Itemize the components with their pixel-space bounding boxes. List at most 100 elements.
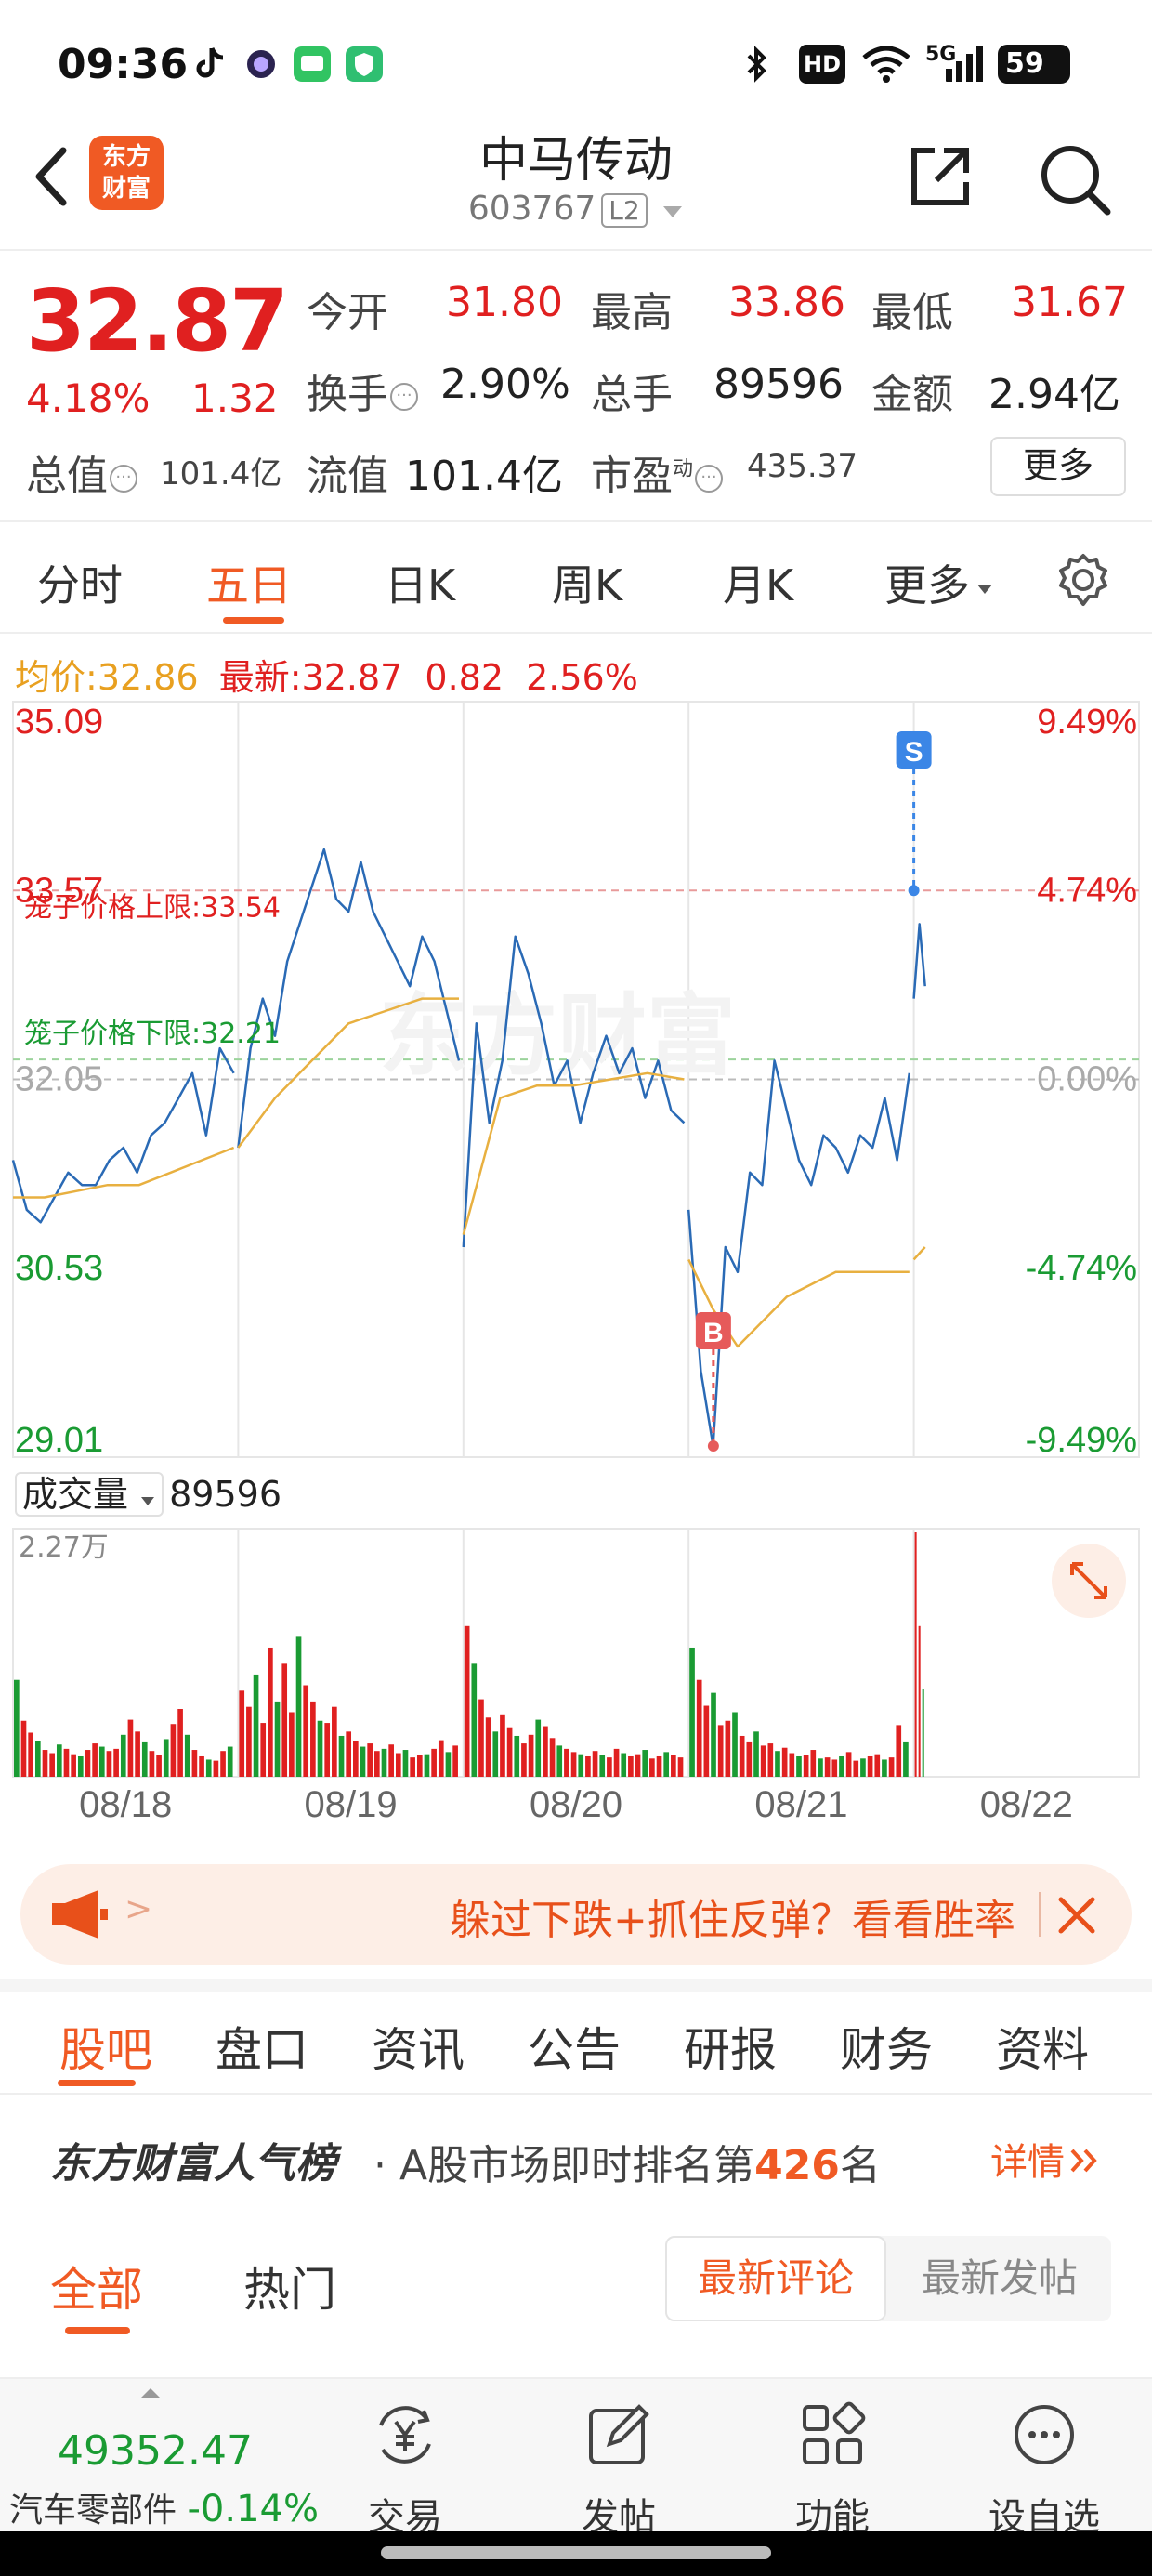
- watermark: 东方财富: [379, 984, 736, 1088]
- amount-label: 金额: [871, 371, 953, 418]
- grid-icon: [803, 2401, 866, 2464]
- dropdown-triangle-icon: [141, 1497, 155, 1505]
- volume-bar: [71, 1754, 76, 1777]
- divider: [0, 520, 1152, 522]
- volume-bar: [310, 1701, 316, 1777]
- y-left-tick-label: 33.57: [15, 871, 103, 910]
- tab-profile[interactable]: 资料: [996, 2023, 1089, 2077]
- tab-all[interactable]: 全部: [50, 2263, 143, 2317]
- volume-bar: [227, 1746, 233, 1777]
- promo-banner[interactable]: > 躲过下跌+抓住反弹？看看胜率: [20, 1864, 1132, 1965]
- more-quote-button[interactable]: 更多: [990, 437, 1126, 496]
- price-line: [687, 1059, 911, 1448]
- expand-icon[interactable]: [1052, 1544, 1126, 1618]
- volume-bar: [642, 1750, 648, 1777]
- tab-guba[interactable]: 股吧: [59, 2023, 152, 2077]
- functions-button[interactable]: 功能: [758, 2379, 907, 2539]
- search-icon[interactable]: [1035, 139, 1115, 219]
- volume-bar: [127, 1719, 134, 1777]
- megaphone-icon: [52, 1890, 108, 1939]
- volume-bar: [199, 1755, 204, 1777]
- y-right-tick-label: 4.74%: [1037, 871, 1137, 910]
- buy-marker-label: B: [703, 1318, 724, 1348]
- volume-bar: [845, 1752, 852, 1777]
- buy-marker-dot: [707, 1439, 719, 1452]
- info-icon[interactable]: ···: [695, 465, 724, 493]
- status-bar: 09:36 HD 5G 59: [0, 0, 1152, 121]
- tab-intraday[interactable]: 分时: [37, 560, 123, 611]
- volume-bar: [528, 1734, 534, 1777]
- volume-bar: [49, 1753, 55, 1777]
- high-value: 33.86: [728, 279, 845, 326]
- tab-more[interactable]: 更多: [884, 552, 994, 613]
- volume-bar: [317, 1720, 323, 1777]
- volume-bar: [896, 1725, 902, 1777]
- volume-bar: [677, 1757, 684, 1777]
- tab-weekly-k[interactable]: 周K: [552, 560, 623, 611]
- five-day-chart[interactable]: 东方财富 35.09 33.57 32.05 30.53 29.01 9.49% 4.74% 0…: [0, 692, 1152, 1826]
- volume-bar: [888, 1757, 895, 1777]
- volume-bar: [663, 1752, 670, 1777]
- rank-description: · A股市场即时排名第426名: [373, 2142, 881, 2189]
- avg-latest-row: 均价:32.86 最新:32.87 0.82 2.56%: [15, 649, 638, 700]
- post-button[interactable]: 发帖: [544, 2379, 693, 2539]
- tab-five-day[interactable]: 五日: [206, 560, 292, 611]
- sell-marker-dot: [908, 885, 920, 897]
- sector-change: -0.14%: [187, 2488, 319, 2530]
- volume-bar: [170, 1724, 177, 1777]
- hd-badge: HD: [799, 45, 845, 84]
- volume-bar: [506, 1727, 513, 1777]
- share-icon[interactable]: [903, 139, 977, 214]
- sort-latest-post[interactable]: 最新发帖: [921, 2255, 1078, 2301]
- back-chevron-icon[interactable]: [22, 139, 78, 214]
- volume-bar: [671, 1755, 676, 1777]
- turnover-label: 换手 ···: [307, 361, 418, 420]
- sell-marker-label: S: [905, 737, 923, 768]
- add-watchlist-button[interactable]: 设自选: [970, 2379, 1119, 2539]
- sort-latest-comment[interactable]: 最新评论: [665, 2236, 886, 2321]
- price-line: [11, 1046, 235, 1224]
- price-line: [912, 923, 926, 999]
- trade-button[interactable]: 交易: [331, 2379, 479, 2539]
- tab-finance[interactable]: 财务: [840, 2023, 933, 2077]
- volume-bar: [621, 1753, 627, 1777]
- y-right-tick-label: -4.74%: [1026, 1249, 1137, 1288]
- gear-icon[interactable]: [1054, 550, 1113, 610]
- open-label: 今开: [307, 289, 388, 336]
- info-icon[interactable]: ···: [110, 465, 137, 493]
- tab-daily-k[interactable]: 日K: [385, 560, 456, 611]
- eastmoney-logo[interactable]: 东方 财富: [89, 136, 164, 210]
- low-value: 31.67: [1011, 279, 1128, 326]
- volume-bar: [295, 1636, 302, 1777]
- stock-code-row[interactable]: 603767 L2: [0, 190, 1152, 228]
- volume-bar: [914, 1532, 917, 1777]
- volume-bar: [613, 1748, 620, 1777]
- volume-bar: [253, 1674, 259, 1777]
- info-icon[interactable]: ···: [390, 383, 418, 411]
- volume-bar: [113, 1748, 119, 1777]
- tab-monthly-k[interactable]: 月K: [723, 560, 794, 611]
- volume-bar: [760, 1745, 766, 1777]
- x-tick-label: 08/20: [530, 1784, 622, 1825]
- sell-marker-badge: [896, 731, 932, 769]
- sector-index-value[interactable]: 49352.47: [58, 2427, 253, 2475]
- volume-bar: [289, 1712, 295, 1777]
- rank-detail-link[interactable]: 详情: [990, 2132, 1100, 2186]
- tab-research[interactable]: 研报: [684, 2023, 777, 2077]
- tab-news[interactable]: 资讯: [372, 2023, 465, 2077]
- volume-bar: [717, 1725, 724, 1777]
- sort-toggle: 最新评论 最新发帖: [665, 2236, 1111, 2321]
- active-tab-indicator: [58, 2080, 136, 2086]
- home-indicator[interactable]: [381, 2546, 771, 2559]
- volume-bar: [220, 1751, 226, 1777]
- volume-bar: [213, 1760, 219, 1777]
- volume-bar: [353, 1741, 359, 1777]
- close-icon[interactable]: [1044, 1883, 1109, 1948]
- avg-price-line: [13, 1146, 235, 1199]
- caret-up-icon[interactable]: [139, 2386, 162, 2399]
- tab-pankou[interactable]: 盘口: [216, 2023, 308, 2077]
- volume-indicator-select[interactable]: 成交量: [15, 1472, 164, 1517]
- sector-row[interactable]: 汽车零部件 -0.14%: [9, 2483, 319, 2531]
- tab-hot[interactable]: 热门: [243, 2263, 336, 2317]
- tab-announcements[interactable]: 公告: [528, 2023, 621, 2077]
